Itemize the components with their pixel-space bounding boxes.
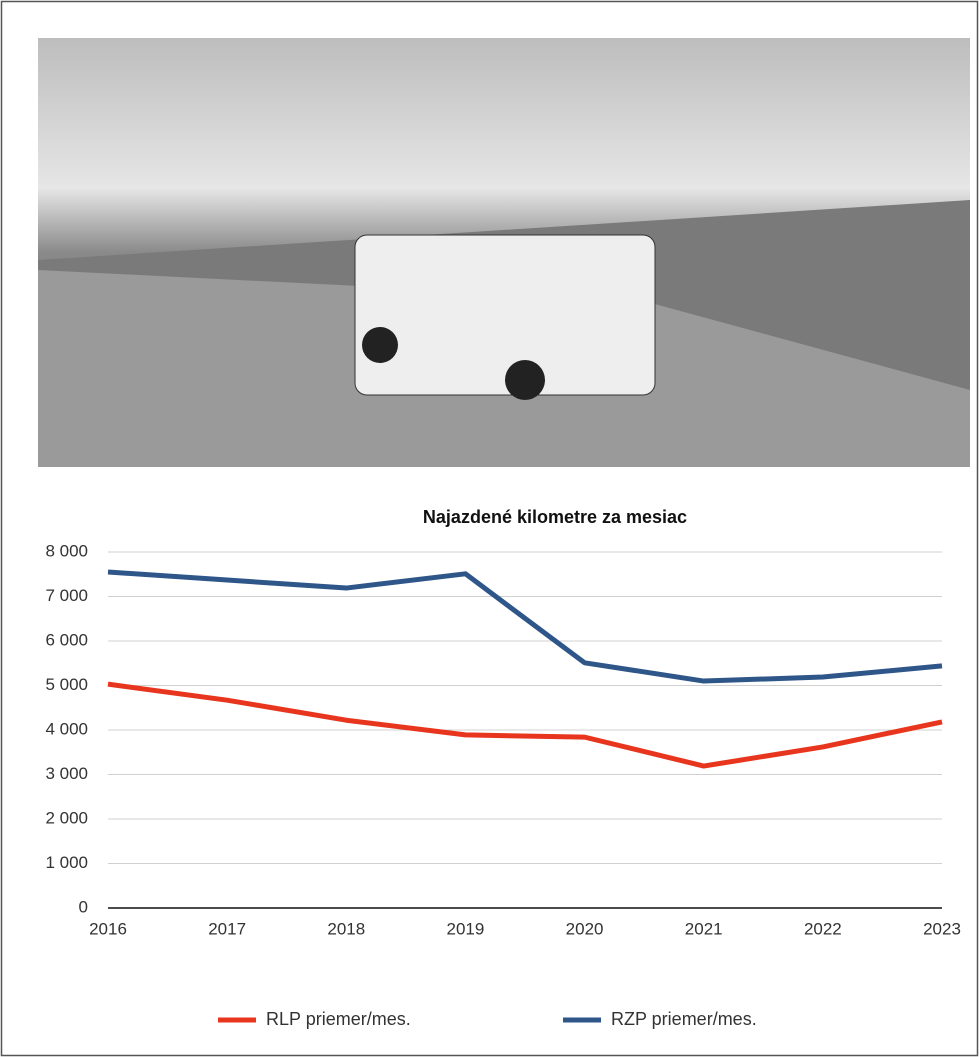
x-tick-label: 2019: [447, 919, 485, 938]
y-tick-label: 3 000: [45, 764, 88, 783]
x-tick-label: 2018: [327, 919, 365, 938]
x-tick-label: 2017: [208, 919, 246, 938]
x-tick-label: 2020: [566, 919, 604, 938]
legend-label: RZP priemer/mes.: [611, 1009, 757, 1029]
x-tick-label: 2022: [804, 919, 842, 938]
y-tick-label: 7 000: [45, 586, 88, 605]
y-tick-label: 6 000: [45, 630, 88, 649]
y-tick-label: 2 000: [45, 808, 88, 827]
y-tick-label: 8 000: [45, 541, 88, 560]
x-tick-label: 2023: [923, 919, 961, 938]
line-series: [107, 569, 943, 684]
x-tick-label: 2016: [89, 919, 127, 938]
y-tick-label: 0: [79, 897, 88, 916]
y-tick-label: 5 000: [45, 675, 88, 694]
legend-label: RLP priemer/mes.: [266, 1009, 411, 1029]
y-tick-label: 1 000: [45, 853, 88, 872]
chart-title: Najazdené kilometre za mesiac: [423, 507, 687, 527]
x-tick-label: 2021: [685, 919, 723, 938]
line-series: [107, 681, 943, 769]
y-tick-label: 4 000: [45, 719, 88, 738]
photo: [38, 38, 970, 467]
